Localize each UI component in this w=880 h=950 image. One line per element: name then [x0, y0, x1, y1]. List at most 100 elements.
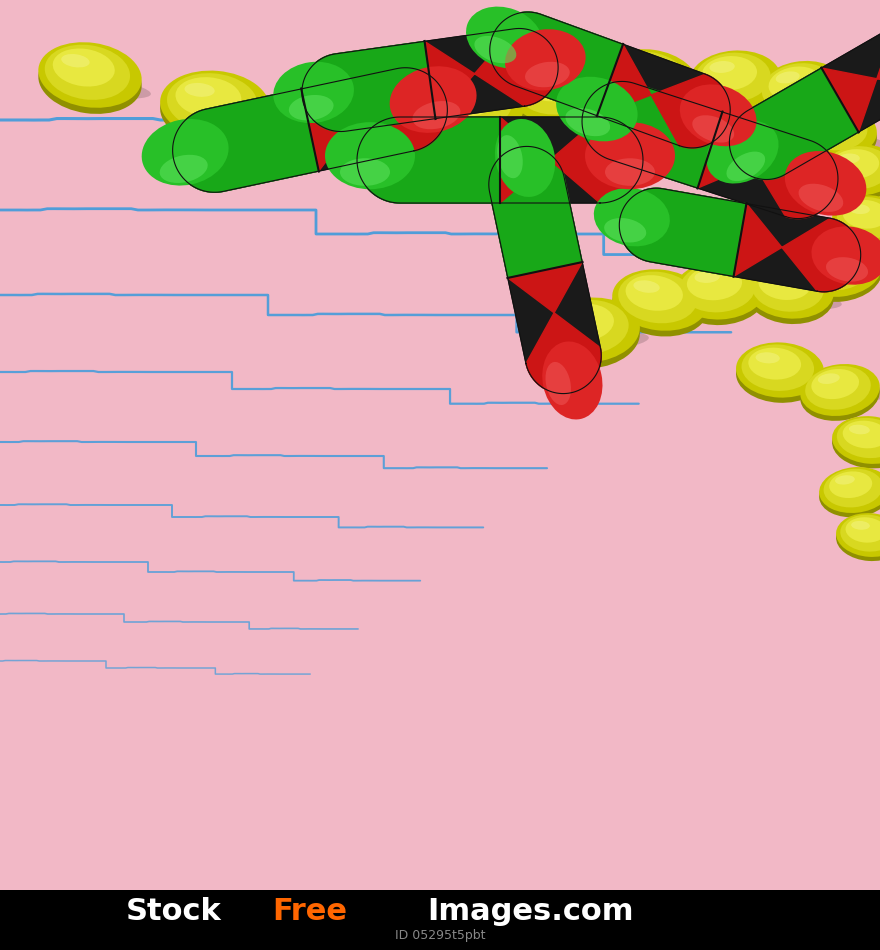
Ellipse shape [798, 183, 843, 212]
Ellipse shape [757, 61, 844, 119]
Ellipse shape [817, 253, 840, 264]
Ellipse shape [805, 366, 871, 409]
Ellipse shape [566, 108, 610, 136]
Ellipse shape [689, 50, 781, 109]
Polygon shape [500, 117, 643, 203]
Ellipse shape [709, 61, 735, 73]
Ellipse shape [390, 66, 477, 133]
Polygon shape [357, 117, 643, 203]
Ellipse shape [832, 149, 879, 179]
Ellipse shape [519, 91, 619, 112]
Polygon shape [508, 262, 601, 393]
Ellipse shape [820, 144, 880, 196]
Ellipse shape [736, 348, 824, 403]
Ellipse shape [510, 64, 610, 128]
Ellipse shape [618, 272, 697, 323]
Polygon shape [730, 68, 859, 180]
Ellipse shape [832, 421, 880, 468]
Ellipse shape [626, 276, 683, 311]
Ellipse shape [839, 221, 880, 237]
Ellipse shape [798, 248, 880, 302]
Ellipse shape [843, 200, 880, 229]
Bar [0, 890, 880, 950]
Ellipse shape [811, 113, 835, 124]
Ellipse shape [529, 54, 702, 124]
Ellipse shape [694, 271, 720, 283]
Ellipse shape [634, 280, 660, 293]
Ellipse shape [827, 172, 880, 187]
Polygon shape [302, 42, 436, 131]
Ellipse shape [525, 62, 569, 87]
Ellipse shape [818, 373, 840, 384]
Ellipse shape [836, 517, 880, 561]
Polygon shape [822, 21, 880, 132]
Ellipse shape [612, 275, 708, 336]
Ellipse shape [160, 77, 270, 146]
Ellipse shape [517, 60, 598, 115]
Ellipse shape [340, 159, 390, 186]
Ellipse shape [736, 342, 824, 398]
Polygon shape [301, 67, 447, 171]
Ellipse shape [401, 151, 612, 190]
Ellipse shape [39, 42, 142, 107]
Ellipse shape [142, 119, 229, 185]
Ellipse shape [289, 79, 401, 151]
Text: ID 05295t5pbt: ID 05295t5pbt [395, 929, 485, 942]
Ellipse shape [793, 108, 876, 162]
Ellipse shape [540, 304, 640, 369]
Ellipse shape [679, 262, 756, 313]
Ellipse shape [849, 204, 869, 214]
Ellipse shape [532, 69, 560, 83]
Ellipse shape [838, 154, 860, 163]
Ellipse shape [798, 243, 880, 297]
Ellipse shape [657, 227, 833, 272]
Ellipse shape [727, 152, 765, 181]
Ellipse shape [702, 56, 757, 90]
Ellipse shape [689, 56, 781, 115]
Ellipse shape [612, 269, 708, 331]
Ellipse shape [594, 188, 670, 246]
Ellipse shape [756, 352, 780, 363]
Ellipse shape [835, 475, 854, 484]
Ellipse shape [542, 341, 603, 420]
Ellipse shape [785, 151, 866, 216]
Ellipse shape [296, 82, 388, 142]
Ellipse shape [793, 104, 876, 157]
Polygon shape [488, 146, 601, 393]
Ellipse shape [839, 441, 880, 456]
Polygon shape [488, 146, 583, 278]
Polygon shape [490, 12, 730, 148]
Ellipse shape [801, 131, 880, 148]
Ellipse shape [540, 297, 640, 363]
Ellipse shape [759, 267, 811, 300]
Ellipse shape [829, 471, 872, 498]
Ellipse shape [525, 190, 576, 370]
Ellipse shape [416, 77, 524, 145]
Polygon shape [698, 112, 838, 218]
Ellipse shape [746, 267, 834, 324]
Ellipse shape [776, 71, 800, 84]
Polygon shape [490, 12, 623, 116]
Ellipse shape [160, 70, 270, 140]
Ellipse shape [680, 85, 757, 146]
Ellipse shape [602, 49, 698, 111]
Ellipse shape [820, 149, 880, 200]
Ellipse shape [431, 77, 496, 117]
Polygon shape [172, 89, 319, 192]
Ellipse shape [314, 92, 345, 106]
Ellipse shape [826, 257, 868, 281]
Polygon shape [730, 21, 880, 180]
Ellipse shape [811, 369, 859, 399]
Polygon shape [582, 82, 722, 188]
Ellipse shape [304, 86, 372, 127]
Ellipse shape [840, 515, 880, 552]
Ellipse shape [744, 371, 832, 389]
Ellipse shape [836, 513, 880, 557]
Ellipse shape [832, 416, 880, 464]
Polygon shape [357, 117, 500, 203]
Polygon shape [620, 188, 861, 292]
Ellipse shape [549, 332, 649, 352]
Ellipse shape [803, 245, 872, 291]
Ellipse shape [824, 468, 880, 507]
Ellipse shape [837, 418, 880, 458]
